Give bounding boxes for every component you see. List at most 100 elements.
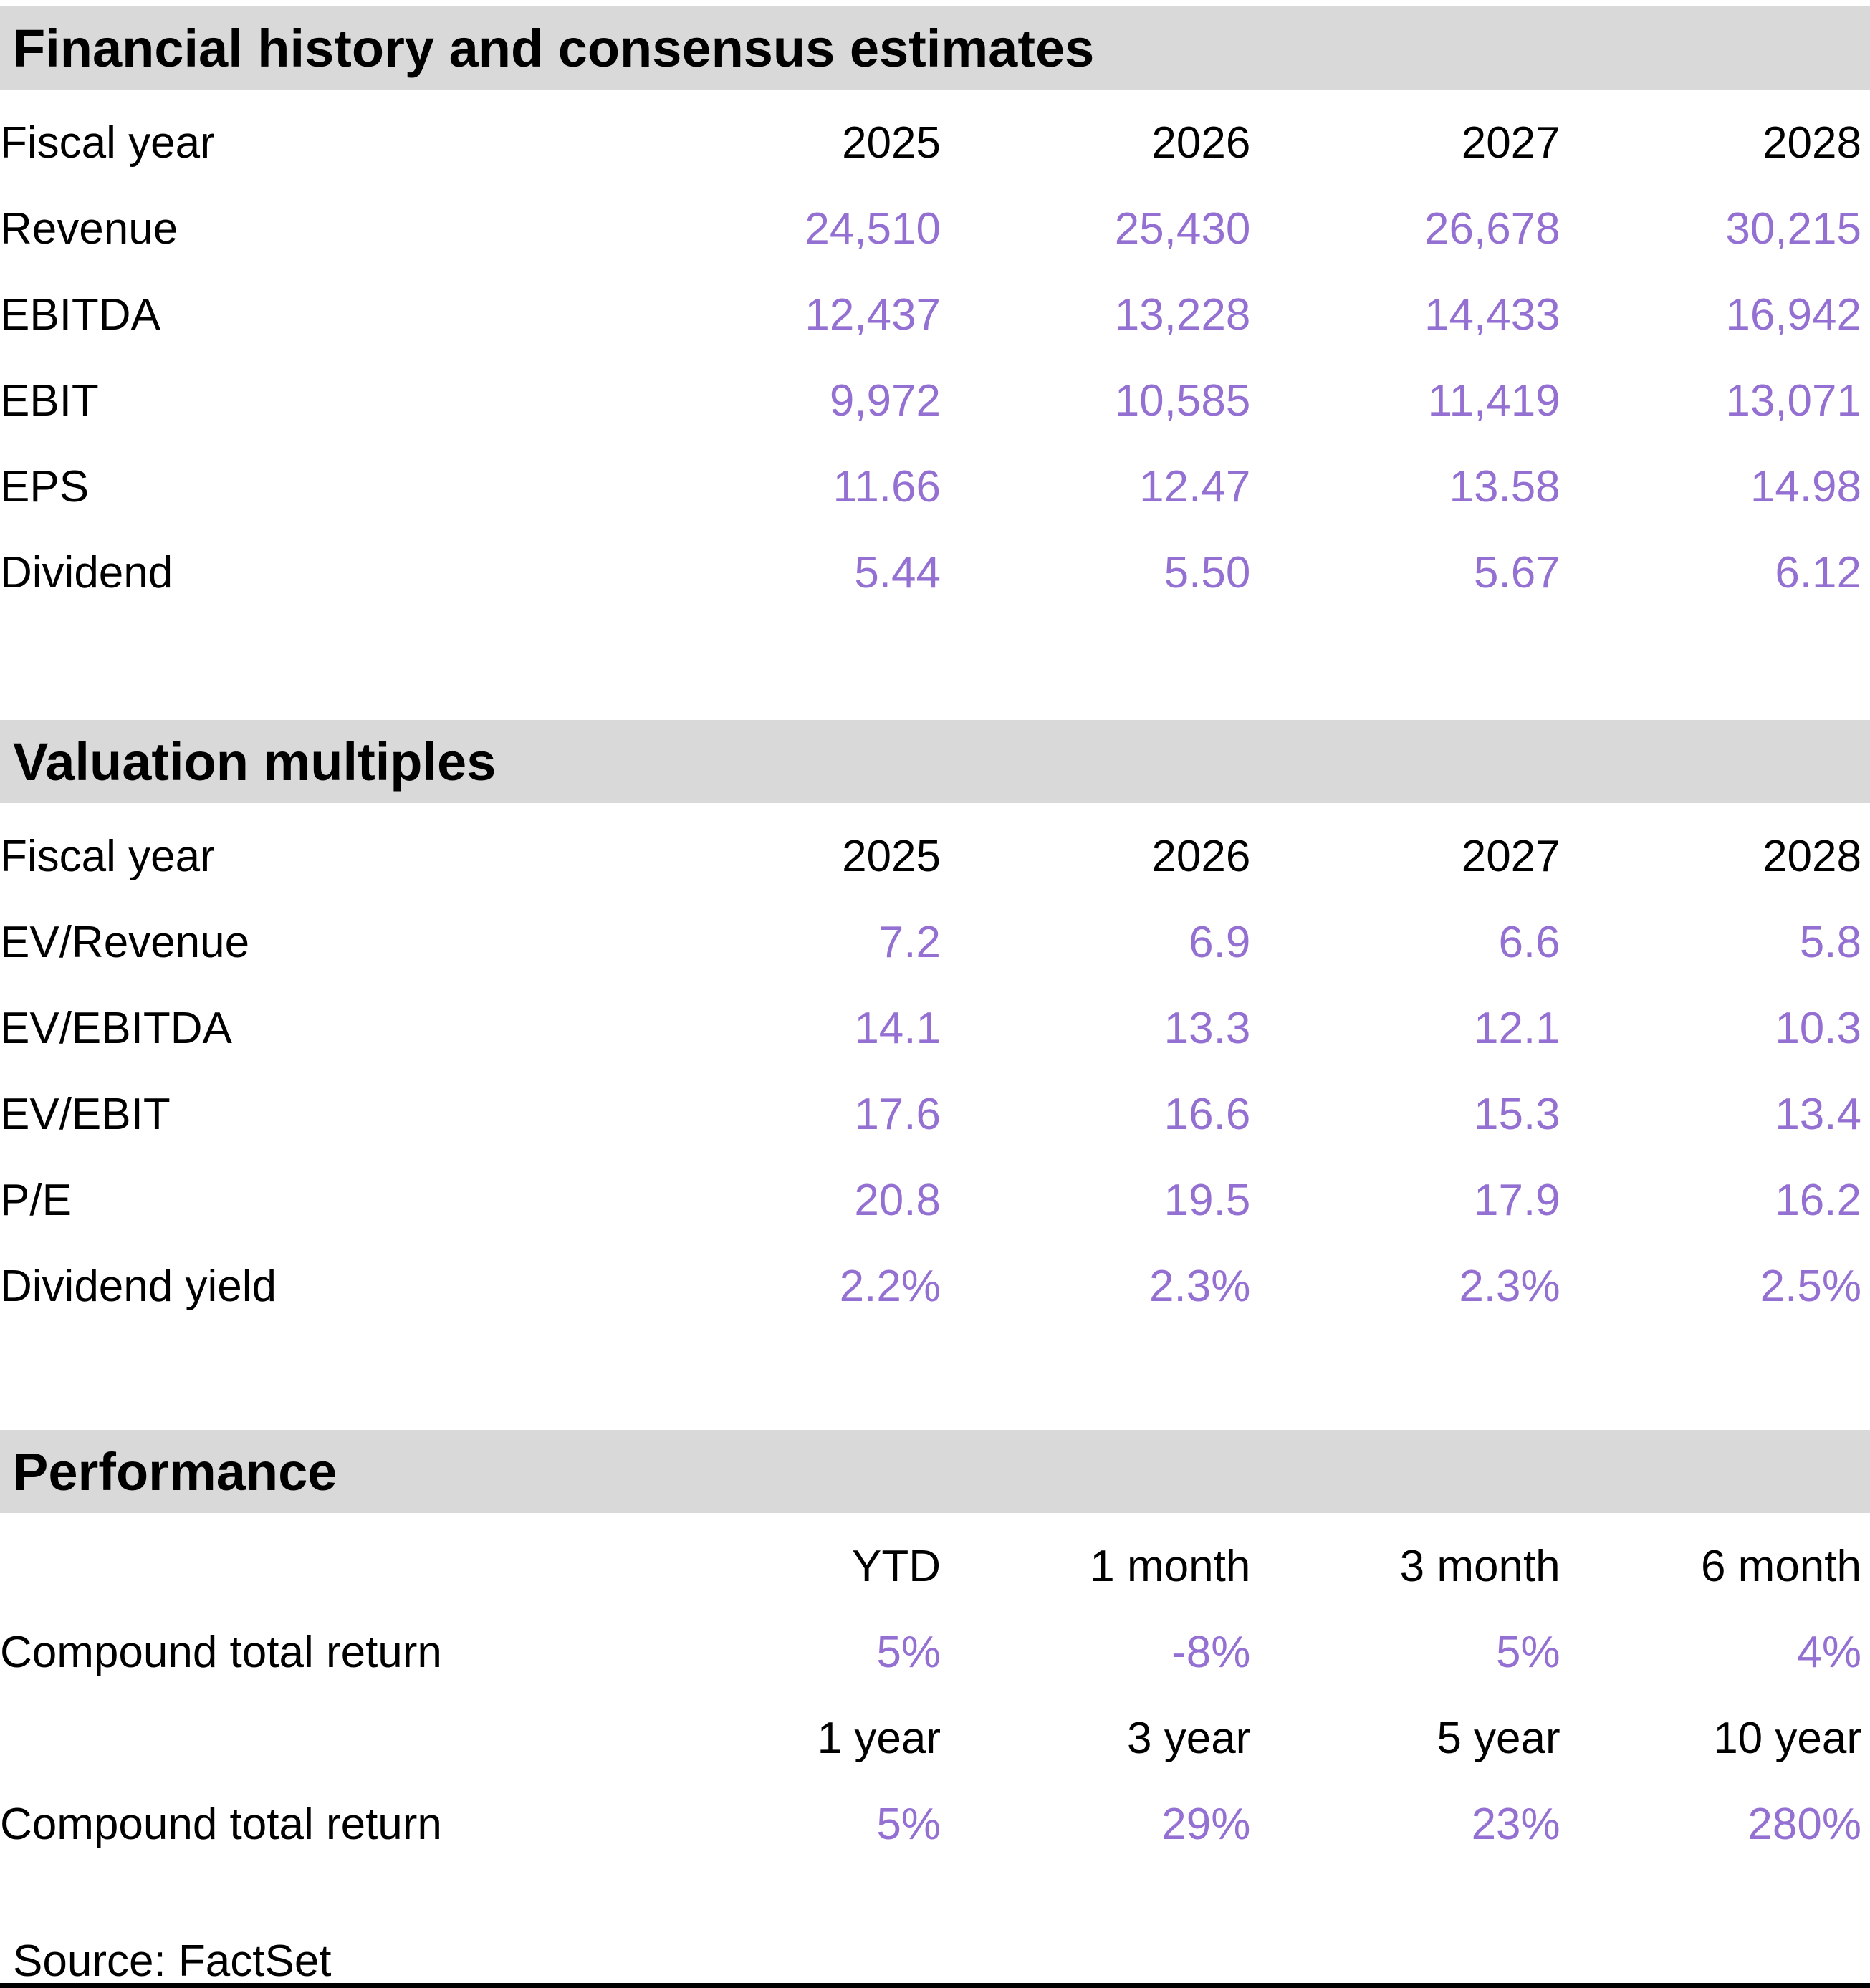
return-1-month: -8% [1171,1627,1251,1677]
return-ytd: 5% [876,1627,941,1677]
eps-2028: 14.98 [1750,461,1861,512]
table-row-ebitda: EBITDA 12,437 13,228 14,433 16,942 [0,272,1870,357]
ev-ebitda-2028: 10.3 [1775,1003,1861,1053]
performance-col-3-month: 3 month [1399,1541,1560,1591]
financial-year-2028: 2028 [1763,117,1861,168]
performance-table: YTD 1 month 3 month 6 month Compound tot… [0,1523,1870,1867]
ev-ebit-2026: 16.6 [1164,1089,1251,1139]
table-row-ev-ebit: EV/EBIT 17.6 16.6 15.3 13.4 [0,1071,1870,1157]
dividend-yield-2027: 2.3% [1459,1261,1560,1311]
ebit-2025: 9,972 [829,375,941,426]
performance-col-5-year: 5 year [1437,1713,1560,1763]
ev-ebit-2028: 13.4 [1775,1089,1861,1139]
table-row-eps: EPS 11.66 12.47 13.58 14.98 [0,443,1870,529]
valuation-table: Fiscal year 2025 2026 2027 2028 EV/Reven… [0,813,1870,1329]
section-title-performance: Performance [13,1441,337,1502]
revenue-2027: 26,678 [1424,203,1560,254]
pe-2028: 16.2 [1775,1175,1861,1225]
ev-revenue-2025: 7.2 [878,917,941,967]
financial-year-2025: 2025 [842,117,941,168]
return-3-year: 29% [1161,1799,1251,1849]
pe-2027: 17.9 [1473,1175,1560,1225]
row-label-ev-ebit: EV/EBIT [0,1089,171,1139]
section-title-financial: Financial history and consensus estimate… [13,18,1095,78]
pe-2025: 20.8 [854,1175,941,1225]
return-3-month: 5% [1496,1627,1560,1677]
ebit-2026: 10,585 [1114,375,1251,426]
financial-year-2027: 2027 [1461,117,1560,168]
table-row-pe: P/E 20.8 19.5 17.9 16.2 [0,1157,1870,1243]
valuation-year-2027: 2027 [1461,831,1560,881]
row-label-eps: EPS [0,461,90,512]
performance-col-6-month: 6 month [1700,1541,1861,1591]
ev-ebit-2027: 15.3 [1473,1089,1560,1139]
table-row-ev-ebitda: EV/EBITDA 14.1 13.3 12.1 10.3 [0,985,1870,1071]
ev-revenue-2026: 6.9 [1189,917,1251,967]
valuation-fiscal-year-label: Fiscal year [0,831,215,881]
dividend-yield-2025: 2.2% [839,1261,941,1311]
dividend-2026: 5.50 [1164,547,1251,597]
bottom-divider [0,1983,1870,1988]
row-label-revenue: Revenue [0,203,178,254]
financial-header-row: Fiscal year 2025 2026 2027 2028 [0,100,1870,186]
table-row-ebit: EBIT 9,972 10,585 11,419 13,071 [0,357,1870,443]
ebitda-2025: 12,437 [805,289,941,340]
performance-header-spacer-1 [0,1523,631,1609]
eps-2027: 13.58 [1449,461,1560,512]
valuation-year-2025: 2025 [842,831,941,881]
table-row-revenue: Revenue 24,510 25,430 26,678 30,215 [0,186,1870,272]
performance-col-1-month: 1 month [1090,1541,1251,1591]
table-row-compound-return-long: Compound total return 5% 29% 23% 280% [0,1781,1870,1867]
valuation-header-row: Fiscal year 2025 2026 2027 2028 [0,813,1870,899]
pe-2026: 19.5 [1164,1175,1251,1225]
section-header-valuation: Valuation multiples [0,720,1870,803]
ebitda-2027: 14,433 [1424,289,1560,340]
return-1-year: 5% [876,1799,941,1849]
ev-ebitda-2025: 14.1 [854,1003,941,1053]
return-10-year: 280% [1747,1799,1861,1849]
performance-col-3-year: 3 year [1127,1713,1251,1763]
performance-header-spacer-2 [0,1695,631,1781]
ev-ebit-2025: 17.6 [854,1089,941,1139]
performance-col-ytd: YTD [852,1541,941,1591]
dividend-2028: 6.12 [1775,547,1861,597]
revenue-2025: 24,510 [805,203,941,254]
section-header-performance: Performance [0,1430,1870,1513]
performance-col-10-year: 10 year [1713,1713,1861,1763]
return-6-month: 4% [1797,1627,1861,1677]
table-row-dividend: Dividend 5.44 5.50 5.67 6.12 [0,529,1870,615]
financial-year-2026: 2026 [1151,117,1251,168]
return-5-year: 23% [1471,1799,1560,1849]
row-label-ev-ebitda: EV/EBITDA [0,1003,232,1053]
ebit-2027: 11,419 [1427,375,1560,426]
row-label-compound-return-long: Compound total return [0,1799,442,1849]
ev-ebitda-2026: 13.3 [1164,1003,1251,1053]
eps-2026: 12.47 [1139,461,1251,512]
section-title-valuation: Valuation multiples [13,731,497,792]
table-row-ev-revenue: EV/Revenue 7.2 6.9 6.6 5.8 [0,899,1870,985]
financial-table: Fiscal year 2025 2026 2027 2028 Revenue … [0,100,1870,615]
row-label-dividend-yield: Dividend yield [0,1261,277,1311]
ev-ebitda-2027: 12.1 [1473,1003,1560,1053]
eps-2025: 11.66 [833,461,941,512]
ev-revenue-2028: 5.8 [1799,917,1861,967]
ev-revenue-2027: 6.6 [1498,917,1560,967]
row-label-ebit: EBIT [0,375,99,426]
dividend-yield-2026: 2.3% [1149,1261,1251,1311]
revenue-2026: 25,430 [1114,203,1251,254]
ebitda-2028: 16,942 [1725,289,1861,340]
valuation-year-2028: 2028 [1763,831,1861,881]
performance-col-1-year: 1 year [817,1713,941,1763]
row-label-compound-return-short: Compound total return [0,1627,442,1677]
source-attribution: Source: FactSet [13,1936,332,1986]
performance-header-row-long: 1 year 3 year 5 year 10 year [0,1695,1870,1781]
table-row-compound-return-short: Compound total return 5% -8% 5% 4% [0,1609,1870,1695]
ebitda-2026: 13,228 [1114,289,1251,340]
row-label-ev-revenue: EV/Revenue [0,917,250,967]
revenue-2028: 30,215 [1725,203,1861,254]
dividend-2027: 5.67 [1473,547,1560,597]
dividend-2025: 5.44 [854,547,941,597]
row-label-dividend: Dividend [0,547,173,597]
financial-fiscal-year-label: Fiscal year [0,117,215,168]
